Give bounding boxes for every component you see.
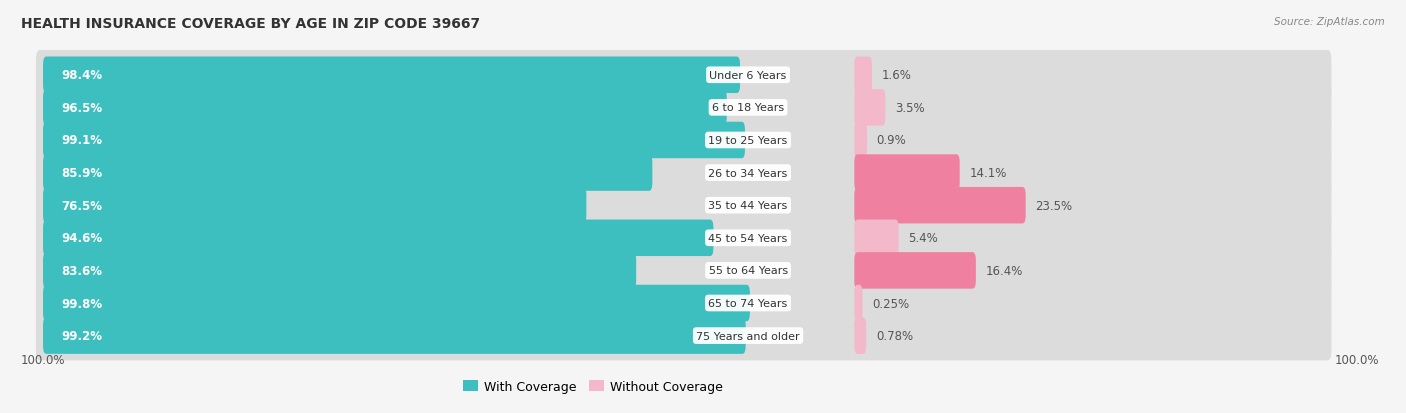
Text: 99.8%: 99.8%: [62, 297, 103, 310]
FancyBboxPatch shape: [44, 285, 749, 321]
FancyBboxPatch shape: [855, 252, 976, 289]
Text: 3.5%: 3.5%: [896, 102, 925, 114]
Text: 6 to 18 Years: 6 to 18 Years: [711, 103, 785, 113]
FancyBboxPatch shape: [37, 311, 1331, 361]
Text: 26 to 34 Years: 26 to 34 Years: [709, 168, 787, 178]
FancyBboxPatch shape: [44, 318, 745, 354]
FancyBboxPatch shape: [44, 252, 636, 289]
Text: HEALTH INSURANCE COVERAGE BY AGE IN ZIP CODE 39667: HEALTH INSURANCE COVERAGE BY AGE IN ZIP …: [21, 17, 481, 31]
Text: 45 to 54 Years: 45 to 54 Years: [709, 233, 787, 243]
FancyBboxPatch shape: [855, 285, 862, 321]
FancyBboxPatch shape: [37, 116, 1331, 165]
FancyBboxPatch shape: [44, 57, 740, 94]
Text: 5.4%: 5.4%: [908, 232, 938, 244]
FancyBboxPatch shape: [37, 278, 1331, 328]
Text: 14.1%: 14.1%: [969, 167, 1007, 180]
Text: 35 to 44 Years: 35 to 44 Years: [709, 201, 787, 211]
FancyBboxPatch shape: [855, 57, 872, 94]
Text: 0.25%: 0.25%: [872, 297, 910, 310]
Text: 94.6%: 94.6%: [62, 232, 103, 244]
FancyBboxPatch shape: [37, 148, 1331, 198]
FancyBboxPatch shape: [44, 220, 713, 256]
FancyBboxPatch shape: [855, 155, 960, 191]
Text: 99.1%: 99.1%: [62, 134, 103, 147]
Text: 1.6%: 1.6%: [882, 69, 911, 82]
FancyBboxPatch shape: [37, 181, 1331, 230]
Text: 83.6%: 83.6%: [62, 264, 103, 277]
FancyBboxPatch shape: [44, 155, 652, 191]
Text: 99.2%: 99.2%: [62, 329, 103, 342]
FancyBboxPatch shape: [37, 51, 1331, 100]
Text: Under 6 Years: Under 6 Years: [710, 71, 787, 81]
FancyBboxPatch shape: [855, 122, 868, 159]
Text: 96.5%: 96.5%: [62, 102, 103, 114]
FancyBboxPatch shape: [44, 90, 727, 126]
FancyBboxPatch shape: [44, 188, 586, 224]
Text: 75 Years and older: 75 Years and older: [696, 331, 800, 341]
Text: 65 to 74 Years: 65 to 74 Years: [709, 298, 787, 308]
Text: 0.78%: 0.78%: [876, 329, 912, 342]
Text: 0.9%: 0.9%: [877, 134, 907, 147]
Text: 100.0%: 100.0%: [21, 353, 65, 366]
Text: 85.9%: 85.9%: [62, 167, 103, 180]
Text: 16.4%: 16.4%: [986, 264, 1024, 277]
Text: 19 to 25 Years: 19 to 25 Years: [709, 135, 787, 146]
Text: 76.5%: 76.5%: [62, 199, 103, 212]
Text: 23.5%: 23.5%: [1035, 199, 1073, 212]
Text: 55 to 64 Years: 55 to 64 Years: [709, 266, 787, 276]
Text: 100.0%: 100.0%: [1334, 353, 1379, 366]
Text: Source: ZipAtlas.com: Source: ZipAtlas.com: [1274, 17, 1385, 26]
FancyBboxPatch shape: [37, 83, 1331, 133]
FancyBboxPatch shape: [37, 214, 1331, 263]
Legend: With Coverage, Without Coverage: With Coverage, Without Coverage: [457, 375, 728, 398]
FancyBboxPatch shape: [855, 188, 1025, 224]
FancyBboxPatch shape: [855, 90, 886, 126]
Text: 98.4%: 98.4%: [62, 69, 103, 82]
FancyBboxPatch shape: [855, 318, 866, 354]
FancyBboxPatch shape: [44, 122, 745, 159]
FancyBboxPatch shape: [37, 246, 1331, 295]
FancyBboxPatch shape: [855, 220, 898, 256]
